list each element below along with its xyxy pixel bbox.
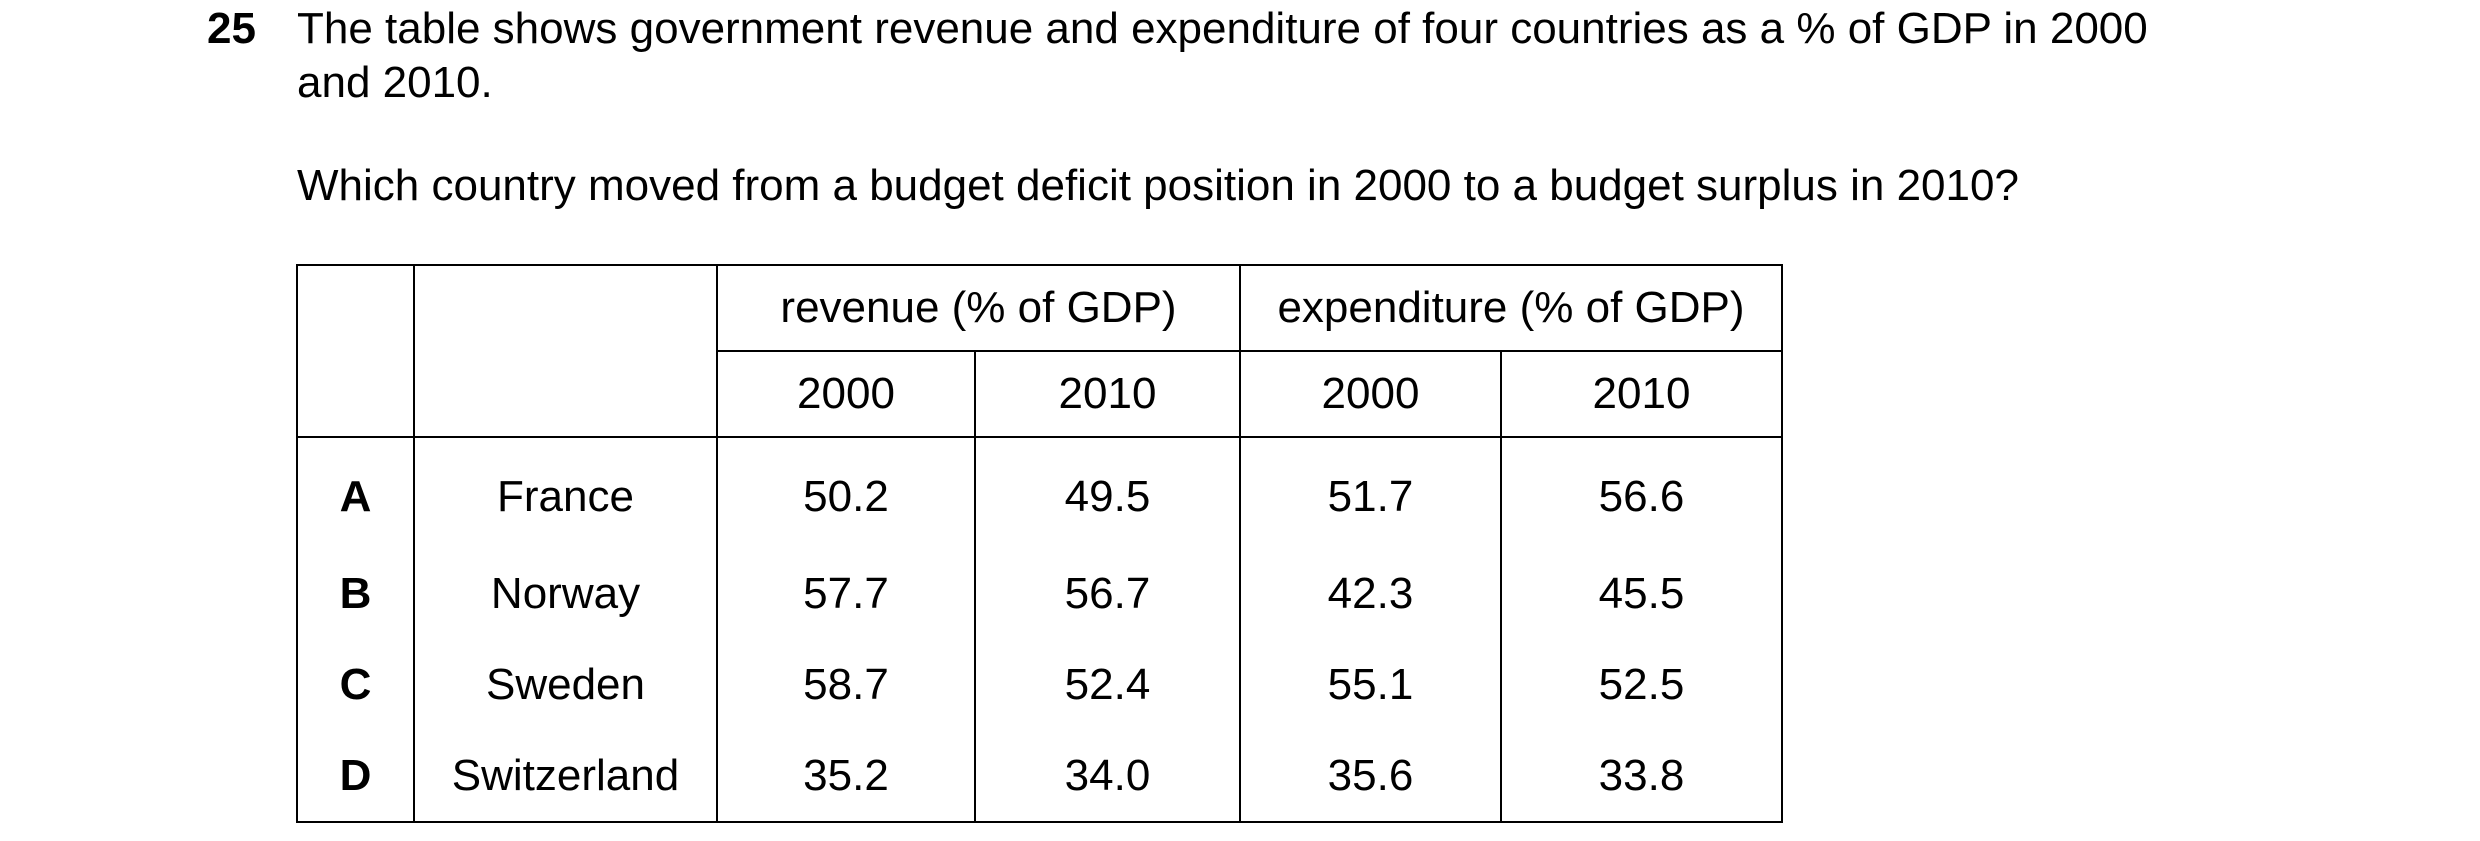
header-revenue: revenue (% of GDP)	[716, 264, 1241, 352]
option-letter: B	[296, 548, 415, 639]
expenditure-2010-value: 33.8	[1500, 730, 1783, 823]
table-header-row-2: 2000 2010 2000 2010	[297, 350, 1783, 438]
revenue-2000-value: 35.2	[716, 730, 976, 823]
expenditure-2000-value: 51.7	[1239, 437, 1502, 548]
question-stem: The table shows government revenue and e…	[297, 2, 2297, 110]
expenditure-2010-value: 52.5	[1500, 639, 1783, 730]
option-letter: D	[296, 730, 415, 823]
country-name: Norway	[413, 548, 718, 639]
header-blank-country	[413, 264, 718, 438]
table-header-row-1: revenue (% of GDP) expenditure (% of GDP…	[296, 264, 1783, 438]
expenditure-2010-value: 45.5	[1500, 548, 1783, 639]
expenditure-2000-value: 55.1	[1239, 639, 1502, 730]
table-row: A France 50.2 49.5 51.7 56.6	[296, 437, 1783, 548]
header-revenue-year-2010: 2010	[974, 350, 1241, 438]
header-expenditure-year-2000: 2000	[1239, 350, 1502, 438]
header-blank-letter	[296, 264, 415, 438]
header-expenditure: expenditure (% of GDP)	[1239, 264, 1783, 352]
option-letter: C	[296, 639, 415, 730]
revenue-2010-value: 52.4	[974, 639, 1241, 730]
country-name: Sweden	[413, 639, 718, 730]
table-row: B Norway 57.7 56.7 42.3 45.5	[296, 548, 1783, 639]
header-revenue-year-2000: 2000	[716, 350, 976, 438]
table-row: C Sweden 58.7 52.4 55.1 52.5	[296, 639, 1783, 730]
revenue-2000-value: 57.7	[716, 548, 976, 639]
expenditure-2000-value: 42.3	[1239, 548, 1502, 639]
question-number: 25	[207, 4, 256, 53]
country-name: Switzerland	[413, 730, 718, 823]
option-letter: A	[296, 437, 415, 548]
revenue-2010-value: 34.0	[974, 730, 1241, 823]
stem-line-1: The table shows government revenue and e…	[297, 4, 2148, 53]
revenue-2000-value: 50.2	[716, 437, 976, 548]
stem-line-2: and 2010.	[297, 58, 493, 107]
revenue-2000-value: 58.7	[716, 639, 976, 730]
revenue-2010-value: 49.5	[974, 437, 1241, 548]
expenditure-2010-value: 56.6	[1500, 437, 1783, 548]
question-prompt: Which country moved from a budget defici…	[297, 161, 2019, 210]
header-expenditure-year-2010: 2010	[1500, 350, 1783, 438]
budget-table: revenue (% of GDP) expenditure (% of GDP…	[296, 264, 1783, 823]
table-row: D Switzerland 35.2 34.0 35.6 33.8	[296, 730, 1783, 823]
country-name: France	[413, 437, 718, 548]
revenue-2010-value: 56.7	[974, 548, 1241, 639]
expenditure-2000-value: 35.6	[1239, 730, 1502, 823]
